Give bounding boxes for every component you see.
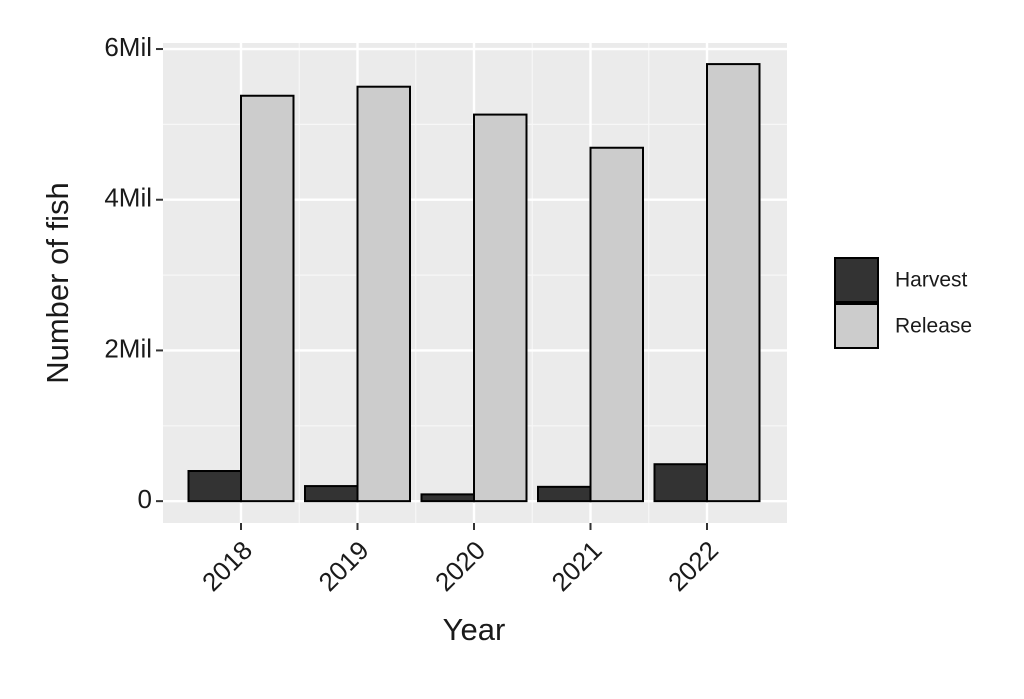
x-tick-label: 2020 bbox=[429, 535, 491, 597]
bar bbox=[653, 463, 708, 503]
bar bbox=[420, 493, 475, 503]
y-tick-label: 2Mil bbox=[104, 333, 152, 363]
legend-swatch bbox=[834, 257, 879, 303]
marks bbox=[187, 63, 761, 503]
bar bbox=[304, 485, 359, 503]
legend-label: Release bbox=[895, 315, 972, 338]
x-axis-title: Year bbox=[443, 612, 506, 647]
bar bbox=[706, 63, 761, 503]
x-tick-label: 2018 bbox=[196, 535, 258, 597]
bar bbox=[473, 113, 528, 503]
bar bbox=[589, 146, 644, 503]
bar bbox=[356, 85, 411, 503]
x-tick-label: 2019 bbox=[312, 535, 374, 597]
legend-swatch bbox=[834, 303, 879, 349]
y-tick-label: 6Mil bbox=[104, 32, 152, 62]
x-tick-label: 2022 bbox=[662, 535, 724, 597]
y-tick-label: 0 bbox=[138, 484, 152, 514]
y-axis-title: Number of fish bbox=[40, 182, 75, 384]
x-tick-label: 2021 bbox=[545, 535, 607, 597]
bar bbox=[187, 470, 242, 503]
legend-label: Harvest bbox=[895, 269, 968, 292]
bar bbox=[240, 94, 295, 503]
y-tick-label: 4Mil bbox=[104, 183, 152, 213]
bar bbox=[537, 485, 592, 503]
